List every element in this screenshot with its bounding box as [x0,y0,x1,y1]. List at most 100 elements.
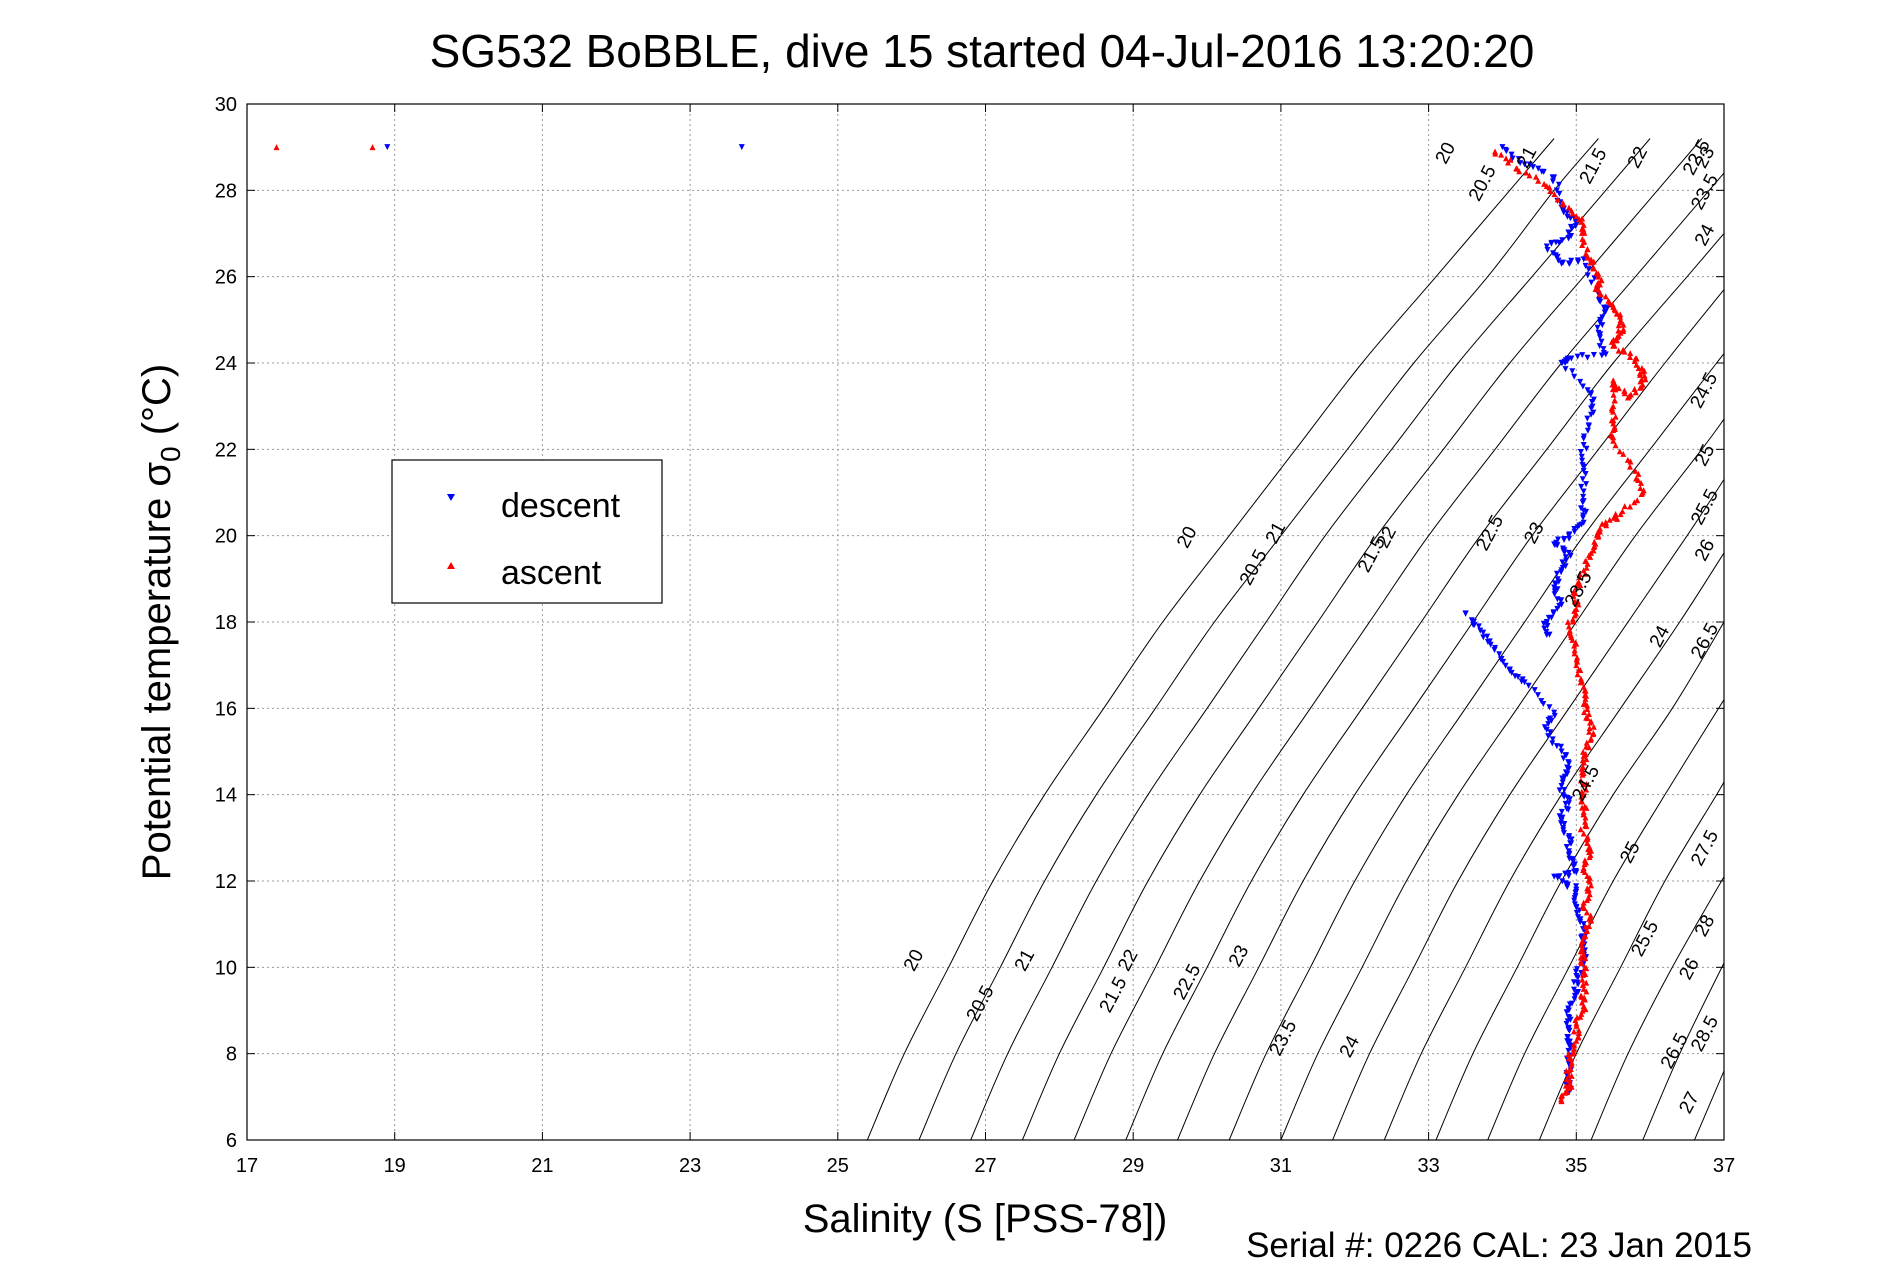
ascent-point [1638,491,1645,498]
ascent-point [1569,618,1576,625]
descent-point [1575,981,1582,988]
ascent-point [1621,348,1628,355]
ascent-point [1602,519,1609,526]
contour-line [1177,289,1724,1140]
descent-point [1565,765,1572,772]
ascent-point [1586,719,1593,726]
descent-point [1579,457,1586,464]
descent-point [1550,610,1557,617]
ascent-point [1580,985,1587,992]
y-tick-label: 24 [215,353,237,375]
ascent-point [1577,777,1584,784]
descent-point [1554,536,1561,543]
ascent-point [1582,814,1589,821]
descent-point [1588,399,1595,406]
ascent-point [1626,463,1633,470]
descent-point [1544,246,1551,253]
descent-point [1521,679,1528,686]
ascent-point [1610,377,1617,384]
ascent-point [1610,434,1617,441]
descent-point [1584,427,1591,434]
descent-point [1517,160,1524,167]
ascent-point [1573,584,1580,591]
descent-point [1549,178,1556,185]
legend-ascent-marker [447,562,455,569]
descent-point [1580,488,1587,495]
descent-point [1571,897,1578,904]
ascent-point [1535,177,1542,184]
descent-point [1556,813,1563,820]
descent-point [1565,532,1572,539]
descent-point [1546,704,1553,711]
contour-label: 28 [1691,912,1719,941]
descent-point [1565,834,1572,841]
x-tick-label: 31 [1270,1155,1292,1177]
descent-point [1556,190,1563,197]
ascent-point [1590,731,1597,738]
descent-point [1553,187,1560,194]
ascent-point [1586,854,1593,861]
contour-line [1383,552,1724,1140]
descent-point [1562,563,1569,570]
descent-point [1565,235,1572,242]
ascent-point [1578,946,1585,953]
ascent-point [1583,988,1590,995]
contour-label: 25.5 [1627,918,1663,961]
legend: descent ascent [391,459,663,604]
ascent-point [1568,1061,1575,1068]
descent-point [1508,669,1515,676]
series-ascent [273,144,1649,1105]
ascent-point [1577,679,1584,686]
descent-point [1575,974,1582,981]
descent-point [1570,979,1577,986]
descent-point [1554,586,1561,593]
ascent-point [1620,321,1627,328]
ascent-point [1611,305,1618,312]
ascent-point [1578,229,1585,236]
contour-line [918,138,1599,1140]
descent-point [1557,597,1564,604]
ascent-point [1588,882,1595,889]
descent-point [1545,721,1552,728]
descent-point [1566,796,1573,803]
descent-point [1597,331,1604,338]
descent-point [1565,229,1572,236]
descent-point [1535,165,1542,172]
descent-point [384,144,391,151]
ascent-point [1578,218,1585,225]
descent-point [1562,554,1569,561]
ascent-point [1546,184,1553,191]
ascent-point [1587,259,1594,266]
descent-point [1554,253,1561,260]
ascent-point [1579,981,1586,988]
ascent-point [1570,592,1577,599]
ascent-point [1578,960,1585,967]
ascent-point [1571,1045,1578,1052]
ascent-point [1583,897,1590,904]
y-tick-label: 10 [215,957,237,979]
y-tick-label: 6 [226,1130,237,1152]
descent-point [1563,557,1570,564]
descent-point [1590,352,1597,359]
contour-label: 24.5 [1568,762,1604,805]
ascent-point [1574,671,1581,678]
descent-point [1573,883,1580,890]
ascent-point [1632,389,1639,396]
descent-point [1549,736,1556,743]
descent-point [1574,353,1581,360]
ascent-point [1560,201,1567,208]
contour-label: 27 [1675,1089,1703,1118]
descent-point [1578,521,1585,528]
ascent-point [1616,313,1623,320]
descent-point [1551,709,1558,716]
contour-label: 25.5 [1687,486,1723,529]
contour-label: 26 [1675,955,1703,984]
x-tick-label: 19 [384,1155,406,1177]
ascent-point [1575,1033,1582,1040]
ascent-point [1590,265,1597,272]
contour-label: 23 [1225,942,1253,971]
ascent-point [1583,739,1590,746]
descent-point [1587,391,1594,398]
descent-point [1570,863,1577,870]
descent-point [1543,243,1550,250]
